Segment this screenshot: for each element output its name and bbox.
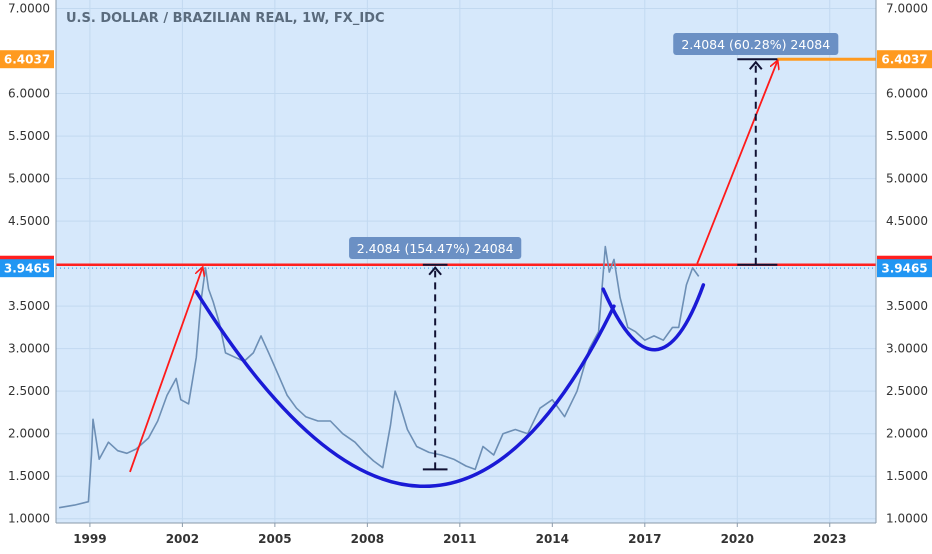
- trend-arrow-right: [696, 61, 777, 264]
- y-tick-label-left: 2.5000: [8, 384, 50, 398]
- y-tick-label-left: 1.0000: [8, 512, 50, 526]
- last-price-badge-right-text: 3.9465: [881, 262, 927, 276]
- target-badge-right-text: 6.4037: [881, 53, 927, 67]
- chart-title: U.S. DOLLAR / BRAZILIAN REAL, 1W, FX_IDC: [66, 11, 385, 26]
- y-tick-label-left: 2.0000: [8, 427, 50, 441]
- x-tick-label: 2002: [166, 532, 199, 546]
- y-tick-label-right: 7.0000: [886, 2, 928, 16]
- y-tick-label-left: 4.5000: [8, 214, 50, 228]
- x-tick-label: 2014: [536, 532, 569, 546]
- y-tick-label-left: 5.5000: [8, 129, 50, 143]
- y-tick-label-right: 4.5000: [886, 214, 928, 228]
- price-series-line: [58, 245, 700, 509]
- y-tick-label-left: 6.0000: [8, 87, 50, 101]
- measure-upper: [737, 58, 778, 266]
- y-tick-label-right: 1.5000: [886, 469, 928, 483]
- x-tick-label: 2008: [351, 532, 384, 546]
- callout-lower-box: [349, 237, 522, 259]
- x-tick-label: 2011: [443, 532, 476, 546]
- axes: 1.0000 1.0000 1.5000 1.5000 2.0000 2.0000 2.50…: [8, 0, 928, 546]
- y-tick-label-left: 7.0000: [8, 2, 50, 16]
- y-tick-label-right: 6.0000: [886, 87, 928, 101]
- x-tick-label: 2020: [721, 532, 754, 546]
- x-tick-label: 1999: [73, 532, 106, 546]
- y-tick-label-left: 5.0000: [8, 172, 50, 186]
- callout-upper-text: 2.4084 (60.28%) 24084: [681, 37, 830, 52]
- overlay-front: 2.4084 (154.47%) 24084 2.4084 (60.28%) 24…: [129, 33, 839, 488]
- handle-arc: [601, 283, 706, 352]
- x-tick-label: 2017: [628, 532, 661, 546]
- callout-lower-text: 2.4084 (154.47%) 24084: [357, 241, 514, 256]
- series-layer: [58, 245, 700, 509]
- target-badge-left-text: 6.4037: [4, 53, 50, 67]
- y-tick-label-right: 3.5000: [886, 299, 928, 313]
- measure-arrow-up: [749, 60, 763, 70]
- y-tick-label-right: 1.0000: [886, 512, 928, 526]
- x-tick-label: 2023: [813, 532, 846, 546]
- y-tick-label-right: 5.0000: [886, 172, 928, 186]
- trend-arrow-left: [129, 268, 202, 473]
- y-tick-label-left: 3.0000: [8, 342, 50, 356]
- last-price-badge-right-box: [877, 259, 932, 278]
- last-price-badge-left-box: [0, 259, 54, 278]
- target-badge-right-box: [877, 50, 932, 69]
- y-tick-label-right: 2.0000: [886, 427, 928, 441]
- y-tick-label-left: 3.5000: [8, 299, 50, 313]
- x-tick-label: 2005: [258, 532, 291, 546]
- target-badge-left-box: [0, 50, 54, 69]
- y-tick-label-right: 3.0000: [886, 342, 928, 356]
- measure-arrow-up: [428, 266, 442, 276]
- y-tick-label-right: 2.5000: [886, 384, 928, 398]
- callout-upper-box: [673, 33, 839, 55]
- y-tick-label-right: 5.5000: [886, 129, 928, 143]
- plot-background: [56, 0, 876, 523]
- grid: [56, 0, 876, 523]
- last-price-badge-left-text: 3.9465: [4, 262, 50, 276]
- measure-lower: [422, 263, 448, 471]
- y-tick-label-left: 1.5000: [8, 469, 50, 483]
- cup-arc: [194, 289, 616, 488]
